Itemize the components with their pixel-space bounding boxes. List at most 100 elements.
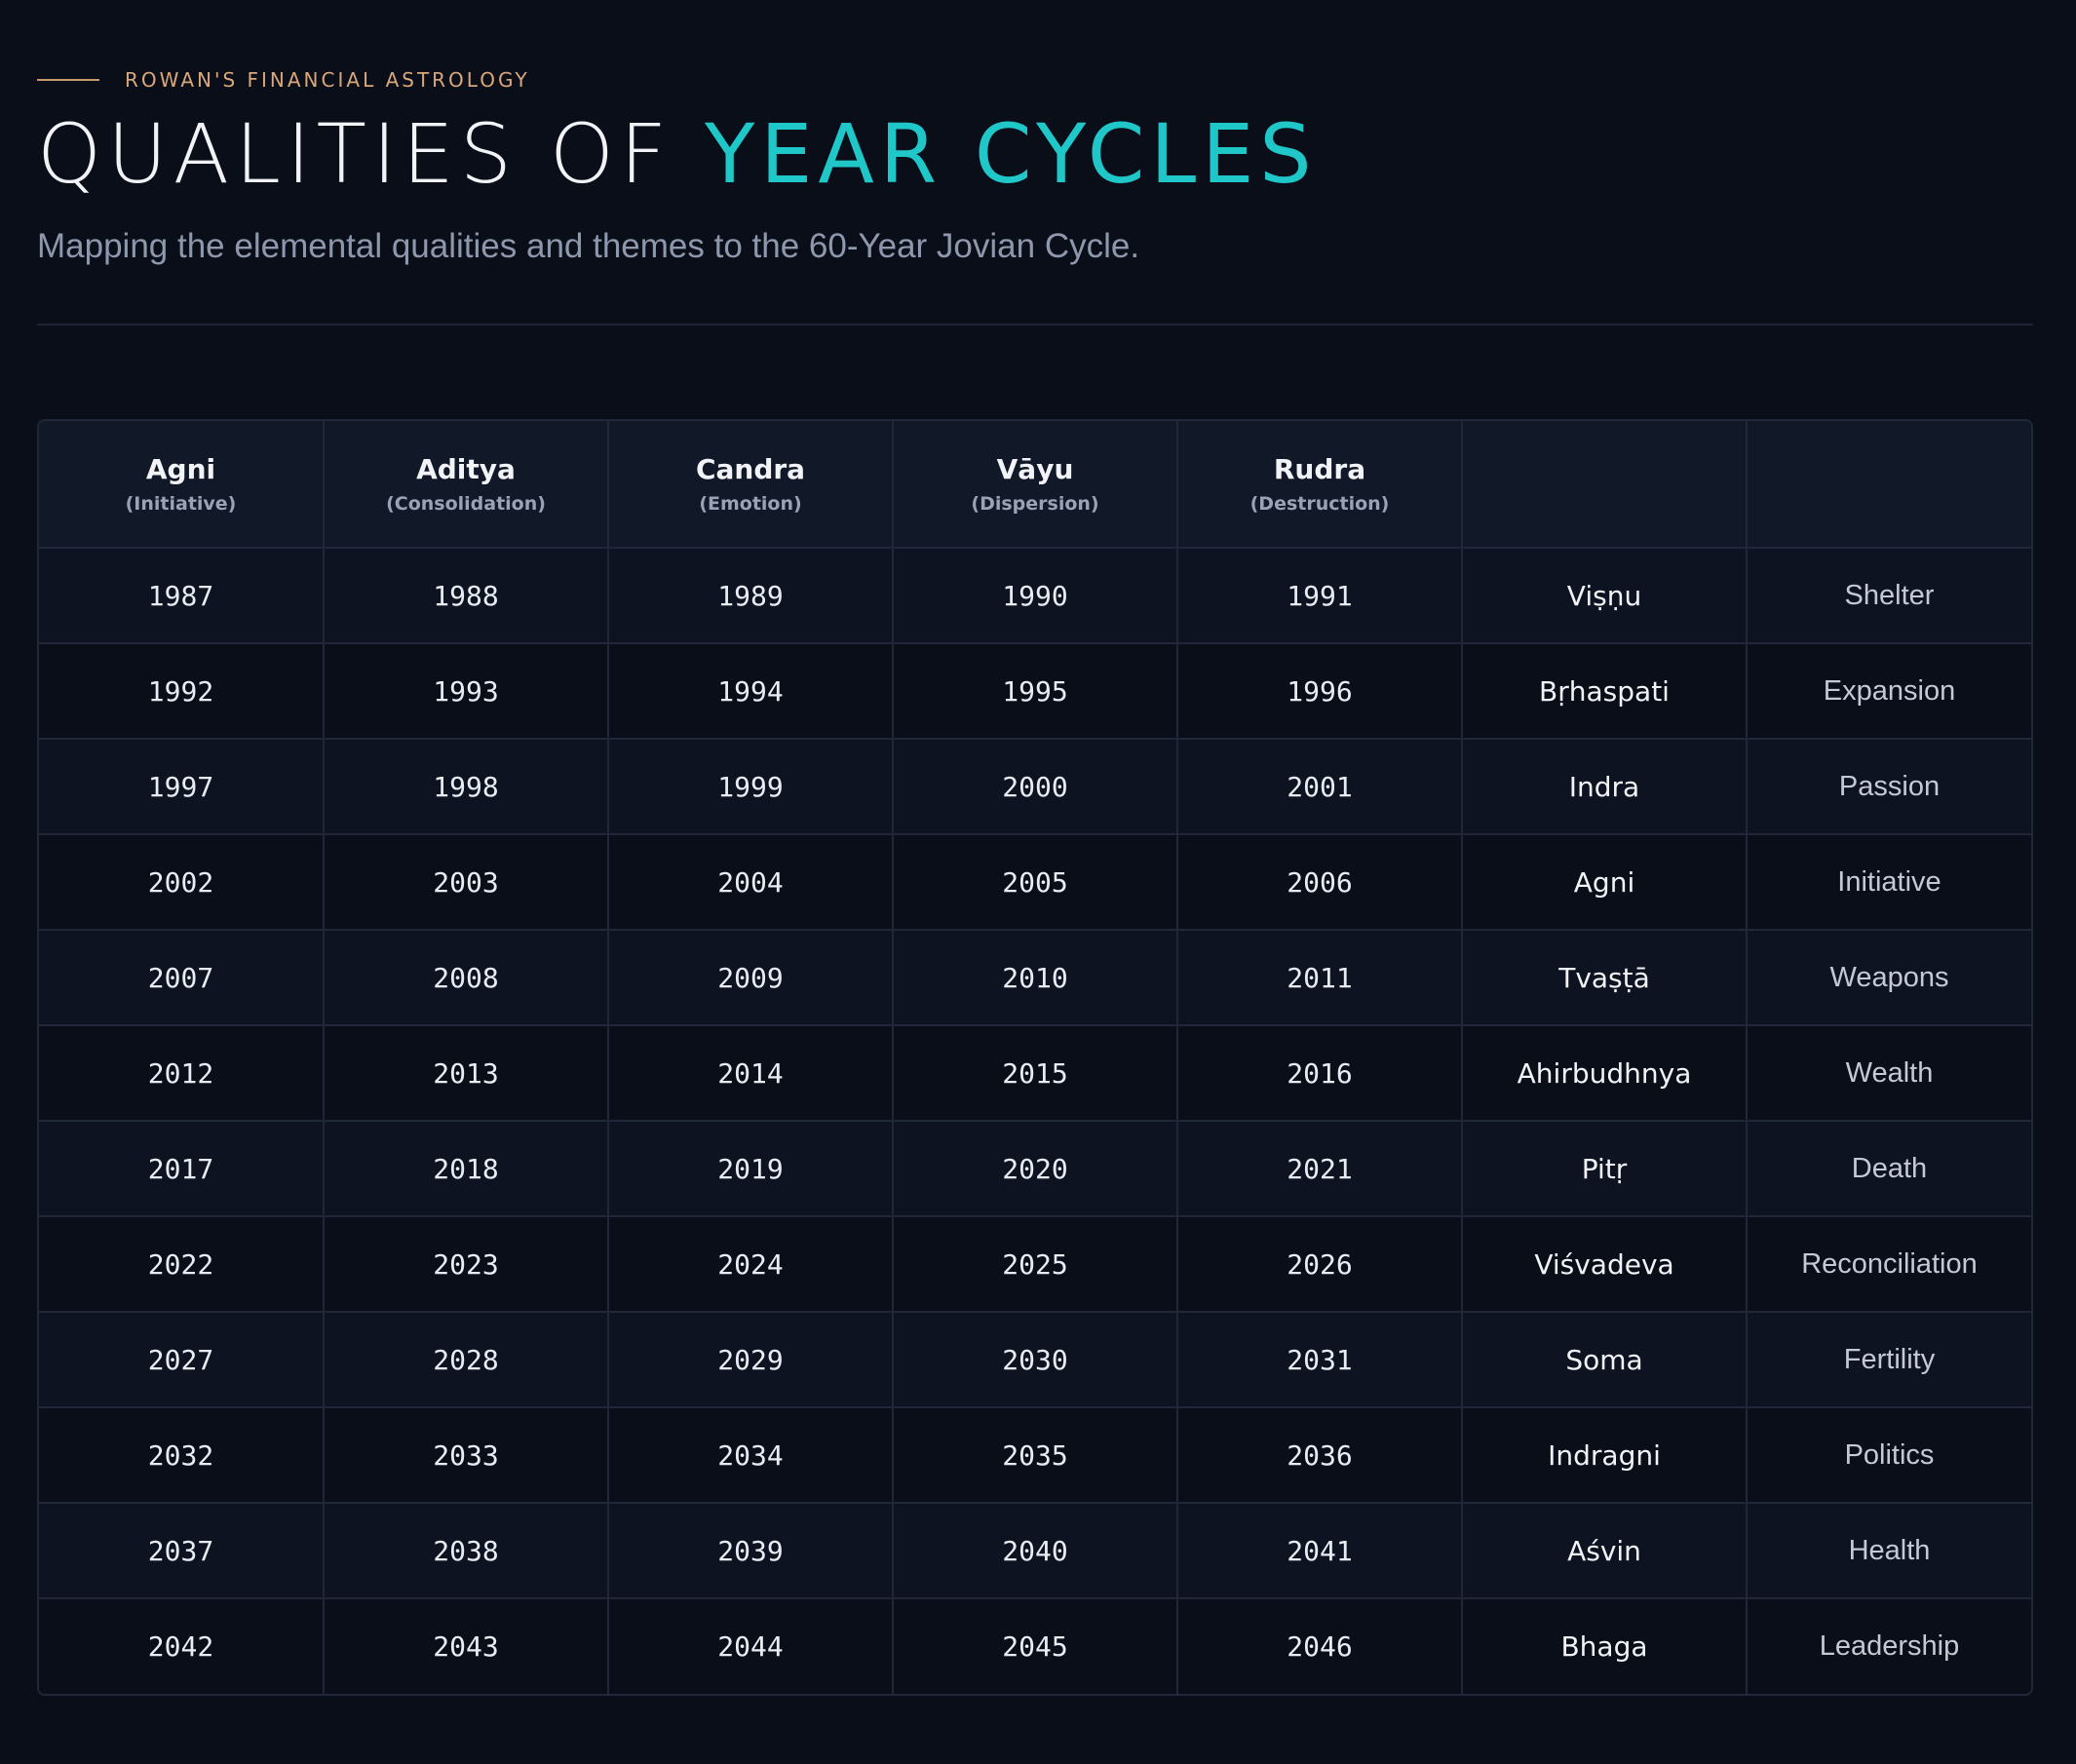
- year-cell: 2035: [893, 1407, 1178, 1504]
- table-row: 2027 2028 2029 2030 2031 Soma Fertility: [39, 1312, 2031, 1408]
- year-cell: 2039: [608, 1503, 894, 1599]
- theme-cell: Health: [1747, 1503, 2031, 1599]
- year-cell: 2025: [893, 1216, 1178, 1313]
- deity-cell: Indragni: [1462, 1407, 1748, 1504]
- year-cell: 1992: [39, 643, 325, 740]
- table-row: 2002 2003 2004 2005 2006 Agni Initiative: [39, 834, 2031, 931]
- deity-cell: Viśvadeva: [1462, 1216, 1748, 1313]
- page-subtitle: Mapping the elemental qualities and them…: [37, 227, 1140, 265]
- column-header: Candra (Emotion): [608, 421, 894, 549]
- year-cell: 1994: [608, 643, 894, 740]
- year-cell: 1997: [39, 739, 325, 835]
- year-cell: 1988: [324, 548, 609, 644]
- column-header-name: Rudra: [1273, 453, 1366, 485]
- deity-cell: Indra: [1462, 739, 1748, 835]
- kicker-line: [37, 79, 99, 81]
- deity-cell: Ahirbudhnya: [1462, 1025, 1748, 1122]
- year-cell: 2024: [608, 1216, 894, 1313]
- year-cell: 2027: [39, 1312, 325, 1408]
- column-header: Agni (Initiative): [39, 421, 325, 549]
- year-cell: 2000: [893, 739, 1178, 835]
- page-title-part-1: QUALITIES OF: [37, 106, 705, 202]
- year-cell: 2038: [324, 1503, 609, 1599]
- year-cell: 2013: [324, 1025, 609, 1122]
- year-cell: 2046: [1177, 1598, 1463, 1694]
- year-cell: 2037: [39, 1503, 325, 1599]
- table-row: 2022 2023 2024 2025 2026 Viśvadeva Reconciliat…: [39, 1216, 2031, 1313]
- column-header-name: Agni: [145, 453, 216, 485]
- year-cell: 2030: [893, 1312, 1178, 1408]
- year-cycle-table: Agni (Initiative) Aditya (Consolidation) Can…: [37, 419, 2033, 1696]
- year-cell: 2016: [1177, 1025, 1463, 1122]
- year-cell: 2040: [893, 1503, 1178, 1599]
- year-cell: 1987: [39, 548, 325, 644]
- table-row: 2042 2043 2044 2045 2046 Bhaga Leadership: [39, 1598, 2031, 1694]
- page-title-part-2: YEAR CYCLES: [704, 106, 1318, 202]
- year-cell: 2010: [893, 930, 1178, 1026]
- kicker-text: ROWAN'S FINANCIAL ASTROLOGY: [125, 68, 530, 92]
- year-cell: 2021: [1177, 1121, 1463, 1217]
- year-cell: 2036: [1177, 1407, 1463, 1504]
- theme-cell: Shelter: [1747, 548, 2031, 644]
- theme-cell: Fertility: [1747, 1312, 2031, 1408]
- year-cell: 2034: [608, 1407, 894, 1504]
- year-cell: 2005: [893, 834, 1178, 931]
- year-cell: 2020: [893, 1121, 1178, 1217]
- year-cell: 2033: [324, 1407, 609, 1504]
- theme-cell: Death: [1747, 1121, 2031, 1217]
- year-cell: 2045: [893, 1598, 1178, 1694]
- column-header-name: Candra: [695, 453, 806, 485]
- column-header-name: Vāyu: [996, 453, 1074, 485]
- theme-cell: Passion: [1747, 739, 2031, 835]
- year-cell: 1990: [893, 548, 1178, 644]
- year-cell: 1991: [1177, 548, 1463, 644]
- deity-cell: Soma: [1462, 1312, 1748, 1408]
- year-cell: 2018: [324, 1121, 609, 1217]
- table-row: 2037 2038 2039 2040 2041 Aśvin Health: [39, 1503, 2031, 1599]
- page-title: QUALITIES OF YEAR CYCLES: [37, 105, 1318, 204]
- year-cell: 2015: [893, 1025, 1178, 1122]
- column-header: [1747, 421, 2031, 549]
- year-cell: 1995: [893, 643, 1178, 740]
- theme-cell: Wealth: [1747, 1025, 2031, 1122]
- header-divider: [37, 324, 2033, 326]
- deity-cell: Agni: [1462, 834, 1748, 931]
- year-cell: 2006: [1177, 834, 1463, 931]
- theme-cell: Weapons: [1747, 930, 2031, 1026]
- year-cell: 2032: [39, 1407, 325, 1504]
- deity-cell: Aśvin: [1462, 1503, 1748, 1599]
- table-row: 2017 2018 2019 2020 2021 Pitṛ Death: [39, 1121, 2031, 1217]
- year-cell: 2002: [39, 834, 325, 931]
- year-cell: 2014: [608, 1025, 894, 1122]
- deity-cell: Bhaga: [1462, 1598, 1748, 1694]
- year-cell: 2044: [608, 1598, 894, 1694]
- column-header-subtitle: (Consolidation): [386, 493, 546, 515]
- year-cell: 2012: [39, 1025, 325, 1122]
- year-cell: 2017: [39, 1121, 325, 1217]
- theme-cell: Politics: [1747, 1407, 2031, 1504]
- deity-cell: Viṣṇu: [1462, 548, 1748, 644]
- column-header-subtitle: (Destruction): [1249, 493, 1390, 515]
- theme-cell: Reconciliation: [1747, 1216, 2031, 1313]
- theme-cell: Expansion: [1747, 643, 2031, 740]
- column-header-subtitle: (Dispersion): [971, 493, 1099, 515]
- column-header: [1462, 421, 1748, 549]
- year-cell: 1999: [608, 739, 894, 835]
- year-cell: 2003: [324, 834, 609, 931]
- year-cell: 2019: [608, 1121, 894, 1217]
- deity-cell: Tvaṣṭā: [1462, 930, 1748, 1026]
- year-cell: 2023: [324, 1216, 609, 1313]
- table-row: 1992 1993 1994 1995 1996 Bṛhaspati Expansion: [39, 643, 2031, 740]
- column-header: Vāyu (Dispersion): [893, 421, 1178, 549]
- table-row: 2012 2013 2014 2015 2016 Ahirbudhnya Wealth: [39, 1025, 2031, 1122]
- table-row: 2007 2008 2009 2010 2011 Tvaṣṭā Weapons: [39, 930, 2031, 1026]
- year-cell: 2029: [608, 1312, 894, 1408]
- year-cell: 2042: [39, 1598, 325, 1694]
- year-cell: 2031: [1177, 1312, 1463, 1408]
- deity-cell: Bṛhaspati: [1462, 643, 1748, 740]
- year-cell: 2022: [39, 1216, 325, 1313]
- year-cell: 2028: [324, 1312, 609, 1408]
- year-cell: 2026: [1177, 1216, 1463, 1313]
- column-header-subtitle: (Initiative): [125, 493, 237, 515]
- year-cell: 1993: [324, 643, 609, 740]
